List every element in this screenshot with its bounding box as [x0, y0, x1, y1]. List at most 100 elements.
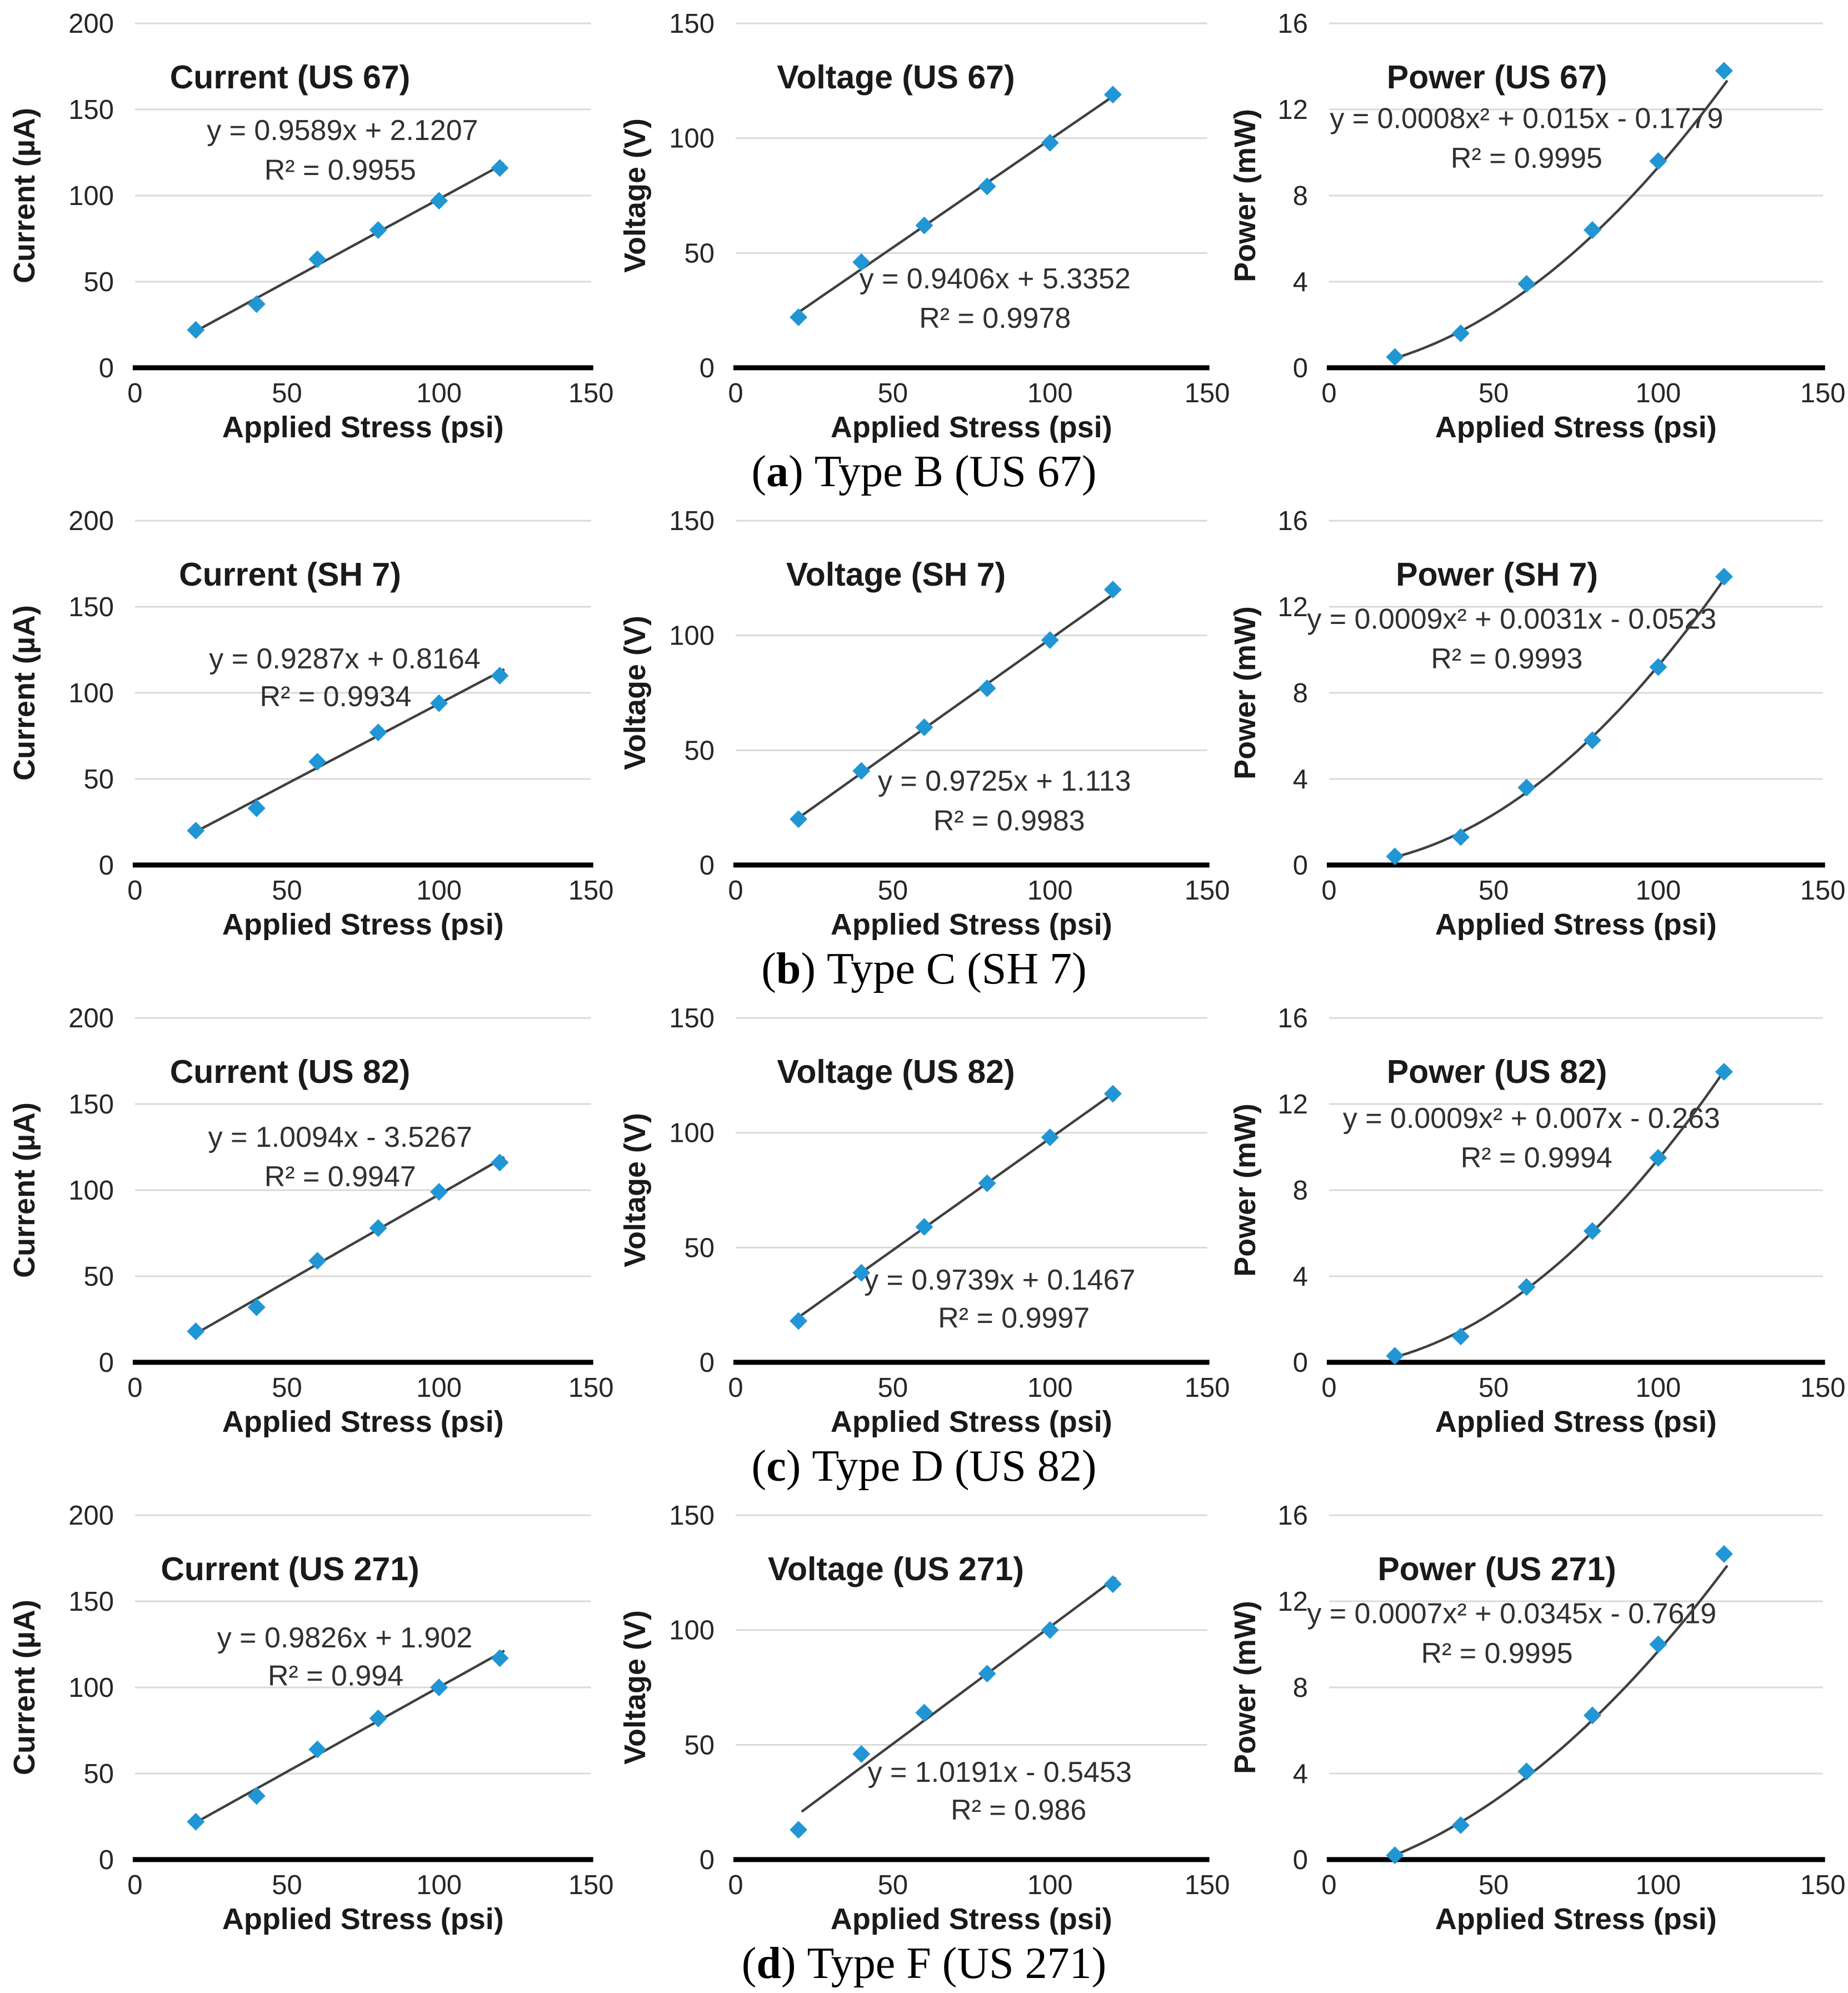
chart-title: Power (US 82): [1387, 1054, 1607, 1090]
y-tick-label: 50: [684, 1233, 714, 1263]
data-point-marker: [187, 1322, 205, 1341]
y-tick-label: 100: [68, 678, 114, 708]
data-point-marker: [247, 1298, 266, 1316]
trendline: [801, 1576, 1117, 1813]
chart-voltage-us82: Voltage (US 82) y = 0.9739x + 0.1467 R² = …: [618, 1003, 1230, 1437]
y-tick-label: 150: [68, 1587, 114, 1617]
data-point-marker: [369, 221, 387, 239]
data-point-marker: [1584, 221, 1602, 239]
x-tick-label: 0: [127, 876, 142, 906]
data-point-marker: [187, 821, 205, 840]
data-point-marker: [369, 1219, 387, 1237]
x-tick-label: 100: [1027, 876, 1073, 906]
y-tick-label: 16: [1278, 1003, 1308, 1033]
y-tick-label: 16: [1278, 9, 1308, 39]
x-tick-label: 50: [1479, 1373, 1509, 1403]
data-point-marker: [1715, 1062, 1734, 1081]
data-point-marker: [1452, 1327, 1470, 1346]
x-tick-label: 50: [272, 1373, 302, 1403]
chart-title: Voltage (US 82): [777, 1054, 1015, 1090]
data-point-marker: [1517, 1762, 1536, 1781]
y-axis-title: Current (µA): [8, 1102, 41, 1278]
x-tick-label: 50: [877, 378, 907, 408]
data-point-marker: [1386, 348, 1404, 366]
y-axis-title: Power (mW): [1232, 109, 1262, 282]
x-axis-title: Applied Stress (psi): [831, 411, 1112, 443]
x-axis-title: Applied Stress (psi): [1435, 1405, 1717, 1437]
equation-label: y = 0.9725x + 1.113: [878, 765, 1131, 797]
y-tick-label: 12: [1278, 95, 1308, 125]
data-point-marker: [1649, 658, 1667, 676]
y-tick-label: 4: [1293, 765, 1308, 795]
data-point-marker: [491, 1649, 509, 1667]
x-tick-label: 0: [127, 378, 142, 408]
chart-current-sh7: Current (SH 7) y = 0.9287x + 0.8164 R² = 0…: [8, 506, 614, 940]
x-tick-label: 0: [728, 378, 743, 408]
chart-power-us82: Power (US 82) y = 0.0009x² + 0.007x - 0.2…: [1232, 1003, 1846, 1437]
data-point-marker: [247, 1787, 266, 1805]
y-axis-title: Current (µA): [8, 108, 41, 283]
r-squared-label: R² = 0.9983: [933, 805, 1085, 837]
y-tick-label: 8: [1293, 181, 1308, 211]
y-tick-label: 8: [1293, 1673, 1308, 1703]
x-axis-title: Applied Stress (psi): [831, 1405, 1112, 1437]
trendline: [195, 1156, 505, 1335]
equation-label: y = 0.0009x² + 0.007x - 0.263: [1343, 1102, 1720, 1135]
data-point-marker: [247, 295, 266, 313]
y-axis-title: Power (mW): [1232, 1601, 1262, 1774]
data-point-marker: [1715, 567, 1734, 586]
y-axis-title: Voltage (V): [618, 118, 652, 273]
y-tick-label: 8: [1293, 1176, 1308, 1206]
x-tick-label: 150: [1185, 1870, 1230, 1900]
charts-row-c: Current (US 82) y = 1.0094x - 3.5267 R² = …: [0, 998, 1848, 1437]
x-tick-label: 100: [416, 378, 462, 408]
data-point-marker: [978, 177, 996, 196]
y-tick-label: 100: [68, 1176, 114, 1206]
trendline: [1391, 1065, 1729, 1360]
x-axis-title: Applied Stress (psi): [831, 908, 1112, 940]
x-tick-label: 0: [728, 1373, 743, 1403]
data-point-marker: [1649, 152, 1667, 171]
x-tick-label: 0: [728, 1870, 743, 1900]
x-tick-label: 0: [127, 1373, 142, 1403]
x-axis-title: Applied Stress (psi): [1435, 411, 1717, 443]
figure-row-c: Current (US 82) y = 1.0094x - 3.5267 R² = …: [0, 998, 1848, 1496]
r-squared-label: R² = 0.986: [951, 1794, 1086, 1826]
data-point-marker: [1103, 581, 1122, 599]
r-squared-label: R² = 0.9995: [1451, 142, 1602, 174]
chart-title: Current (US 67): [170, 59, 411, 96]
y-tick-label: 0: [699, 1845, 714, 1875]
data-point-marker: [430, 1679, 448, 1697]
x-tick-label: 150: [1185, 876, 1230, 906]
x-tick-label: 150: [1185, 378, 1230, 408]
caption-c: (c) Type D (US 82): [0, 1437, 1848, 1496]
x-tick-label: 100: [1027, 1870, 1073, 1900]
data-point-marker: [369, 1709, 387, 1727]
chart-title: Power (US 271): [1378, 1551, 1616, 1587]
y-tick-label: 50: [684, 238, 714, 268]
y-tick-label: 50: [83, 1759, 113, 1789]
y-tick-label: 0: [699, 353, 714, 383]
y-tick-label: 100: [669, 124, 715, 154]
chart-power-us271: Power (US 271) y = 0.0007x² + 0.0345x - 0…: [1232, 1501, 1846, 1935]
chart-voltage-sh7: Voltage (SH 7) y = 0.9725x + 1.113 R² = 0.…: [618, 506, 1230, 940]
y-tick-label: 150: [68, 592, 114, 622]
data-point-marker: [308, 250, 327, 268]
caption-a: (a) Type B (US 67): [0, 443, 1848, 501]
data-point-marker: [430, 694, 448, 712]
data-point-marker: [1715, 1545, 1734, 1563]
y-tick-label: 12: [1278, 592, 1308, 622]
x-tick-label: 150: [1185, 1373, 1230, 1403]
chart-voltage-us67: Voltage (US 67) y = 0.9406x + 5.3352 R² = …: [618, 9, 1230, 443]
data-point-marker: [187, 321, 205, 339]
x-tick-label: 100: [1027, 378, 1073, 408]
x-tick-label: 0: [728, 876, 743, 906]
x-tick-label: 100: [1636, 876, 1681, 906]
equation-label: y = 0.0008x² + 0.015x - 0.1779: [1330, 103, 1724, 135]
charts-row-a: Current (US 67) y = 0.9589x + 2.1207 R² = …: [0, 4, 1848, 443]
x-axis-title: Applied Stress (psi): [222, 908, 504, 940]
charts-row-b: Current (SH 7) y = 0.9287x + 0.8164 R² = 0…: [0, 501, 1848, 940]
y-tick-label: 0: [99, 353, 114, 383]
y-axis-title: Current (µA): [8, 1600, 41, 1775]
